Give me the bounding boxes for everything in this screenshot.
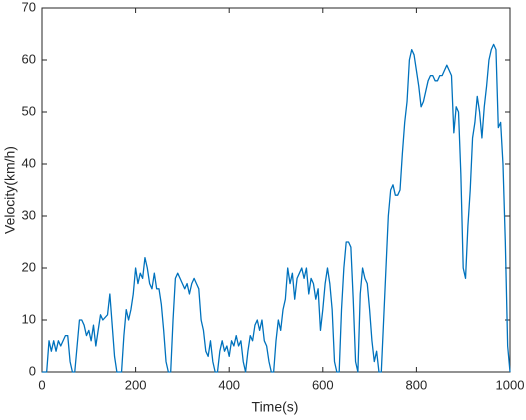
y-tick-label: 70 bbox=[22, 0, 36, 14]
y-tick-label: 30 bbox=[22, 207, 36, 222]
y-tick-label: 20 bbox=[22, 259, 36, 274]
x-tick-label: 0 bbox=[38, 377, 45, 392]
x-tick-label: 800 bbox=[406, 377, 428, 392]
x-tick-label: 600 bbox=[312, 377, 334, 392]
plot-box bbox=[41, 7, 511, 373]
y-tick-label: 40 bbox=[22, 155, 36, 170]
y-tick-label: 0 bbox=[29, 363, 36, 378]
x-tick-label: 1000 bbox=[496, 377, 525, 392]
x-axis-label: Time(s) bbox=[252, 399, 299, 415]
y-axis-label: Velocity(km/h) bbox=[2, 146, 18, 234]
x-tick-label: 200 bbox=[125, 377, 147, 392]
data-line bbox=[42, 43, 511, 373]
y-tick-label: 50 bbox=[22, 103, 36, 118]
y-tick-label: 10 bbox=[22, 311, 36, 326]
y-tick-label: 60 bbox=[22, 51, 36, 66]
x-tick-label: 400 bbox=[218, 377, 240, 392]
